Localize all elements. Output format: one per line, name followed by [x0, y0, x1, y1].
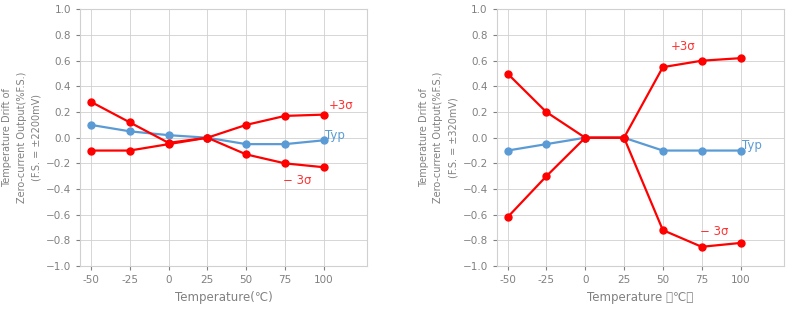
Y-axis label: Temperature Drift of
Zero-current Output(%F.S.)
(F.S. = ±320mV): Temperature Drift of Zero-current Output…: [418, 72, 458, 203]
Text: +3σ: +3σ: [329, 99, 353, 112]
X-axis label: Temperature(℃): Temperature(℃): [174, 291, 273, 304]
Text: +3σ: +3σ: [670, 40, 695, 53]
Y-axis label: Temperature Drift of
Zero-current Output(%F.S.)
(F.S. = ±2200mV): Temperature Drift of Zero-current Output…: [2, 72, 42, 203]
Text: Typ: Typ: [742, 139, 762, 152]
X-axis label: Temperature （℃）: Temperature （℃）: [587, 291, 694, 304]
Text: Typ: Typ: [326, 129, 346, 142]
Text: − 3σ: − 3σ: [700, 225, 729, 238]
Text: − 3σ: − 3σ: [283, 174, 312, 187]
